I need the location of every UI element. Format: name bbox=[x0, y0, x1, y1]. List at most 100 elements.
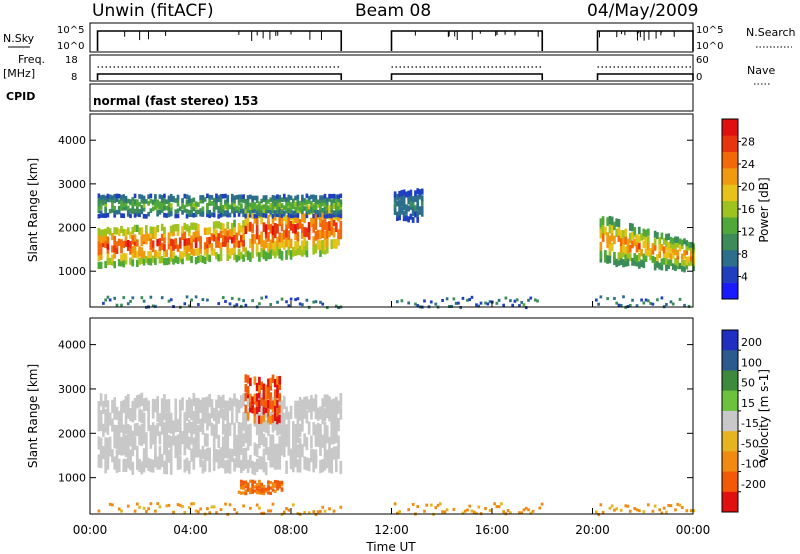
echo-cell bbox=[142, 299, 146, 303]
echo-cell bbox=[271, 203, 275, 208]
echo-cell bbox=[187, 201, 191, 207]
echo-cell bbox=[635, 255, 639, 263]
echo-cell bbox=[165, 257, 169, 266]
echo-cell bbox=[307, 199, 311, 205]
echo-cell bbox=[330, 208, 334, 213]
echo-cell bbox=[294, 201, 297, 207]
echo-cell bbox=[258, 456, 261, 470]
echo-cell bbox=[294, 444, 297, 459]
echo-cell bbox=[298, 459, 302, 473]
echo-cell bbox=[475, 511, 478, 515]
echo-cell bbox=[190, 201, 193, 206]
echo-cell bbox=[615, 258, 619, 268]
echo-cell bbox=[176, 223, 180, 232]
echo-cell bbox=[669, 300, 673, 304]
echo-cell bbox=[260, 489, 264, 493]
echo-cell bbox=[165, 448, 169, 462]
echo-cell bbox=[212, 424, 216, 438]
echo-cell bbox=[463, 509, 467, 513]
colorbar-tick-label: -100 bbox=[741, 458, 766, 471]
echo-cell bbox=[321, 459, 325, 473]
echo-cell bbox=[285, 250, 288, 260]
echo-cell bbox=[262, 459, 266, 473]
echo-cell bbox=[160, 195, 164, 200]
echo-cell bbox=[217, 208, 221, 214]
echo-cell bbox=[337, 206, 340, 211]
echo-cell bbox=[174, 398, 178, 412]
echo-cell bbox=[104, 206, 107, 211]
echo-cell bbox=[194, 257, 198, 265]
echo-cell bbox=[319, 442, 322, 457]
echo-cell bbox=[294, 298, 297, 302]
echo-cell bbox=[142, 234, 146, 242]
echo-cell bbox=[262, 433, 266, 447]
echo-cell bbox=[185, 295, 189, 299]
echo-cell bbox=[228, 460, 232, 474]
echo-cell bbox=[135, 251, 139, 259]
echo-cell bbox=[269, 491, 273, 495]
colorbar-swatch bbox=[722, 135, 738, 153]
echo-cell bbox=[185, 209, 189, 214]
echo-cell bbox=[178, 442, 182, 456]
echo-cell bbox=[208, 254, 211, 263]
x-tick-label: 16:00 bbox=[475, 523, 510, 537]
echo-cell bbox=[631, 257, 634, 266]
echo-cell bbox=[502, 303, 505, 307]
echo-cell bbox=[172, 228, 175, 237]
echo-cell bbox=[420, 188, 424, 195]
echo-cell bbox=[244, 224, 248, 234]
echo-cell bbox=[271, 482, 275, 486]
cpid-panel: CPID normal (fast stereo) 153 bbox=[6, 83, 694, 112]
echo-cell bbox=[244, 213, 248, 219]
echo-cell bbox=[282, 193, 286, 199]
echo-cell bbox=[305, 457, 309, 471]
echo-cell bbox=[303, 200, 306, 206]
echo-cell bbox=[334, 396, 338, 410]
echo-cell bbox=[674, 258, 677, 265]
echo-cell bbox=[221, 205, 225, 210]
echo-cell bbox=[678, 238, 682, 245]
echo-cell bbox=[656, 254, 659, 262]
echo-cell bbox=[217, 254, 221, 262]
echo-cell bbox=[145, 225, 148, 233]
echo-cell bbox=[194, 432, 198, 446]
echo-cell bbox=[292, 210, 295, 216]
echo-cell bbox=[165, 425, 169, 439]
echo-cell bbox=[230, 193, 234, 199]
echo-cell bbox=[235, 303, 239, 307]
echo-cell bbox=[470, 295, 474, 299]
echo-cell bbox=[124, 253, 128, 261]
echo-cell bbox=[126, 212, 130, 217]
echo-cell bbox=[197, 303, 200, 307]
echo-cell bbox=[249, 404, 252, 413]
echo-cell bbox=[167, 434, 171, 448]
echo-cell bbox=[325, 237, 329, 247]
colorbar-tick-label: 4 bbox=[741, 271, 748, 284]
echo-cell bbox=[285, 406, 288, 420]
echo-cell bbox=[117, 228, 121, 237]
echo-cell bbox=[201, 298, 205, 302]
echo-cell bbox=[133, 213, 137, 218]
echo-cell bbox=[292, 223, 295, 234]
echo-cell bbox=[276, 487, 279, 491]
echo-cell bbox=[683, 253, 686, 260]
echo-cell bbox=[172, 420, 175, 434]
echo-cell bbox=[307, 458, 311, 472]
echo-cell bbox=[201, 210, 205, 215]
echo-cell bbox=[287, 420, 291, 434]
echo-cell bbox=[194, 397, 198, 412]
echo-cell bbox=[416, 199, 420, 206]
echo-cell bbox=[97, 206, 101, 211]
echo-cell bbox=[536, 299, 539, 303]
echo-cell bbox=[472, 510, 476, 514]
echo-cell bbox=[260, 205, 264, 211]
echo-cell bbox=[151, 304, 155, 308]
echo-cell bbox=[221, 408, 225, 422]
echo-cell bbox=[685, 256, 689, 263]
echo-cell bbox=[122, 194, 126, 199]
echo-cell bbox=[278, 414, 282, 423]
echo-cell bbox=[197, 398, 200, 412]
echo-cell bbox=[271, 246, 275, 256]
echo-cell bbox=[323, 213, 327, 224]
echo-cell bbox=[208, 227, 211, 235]
